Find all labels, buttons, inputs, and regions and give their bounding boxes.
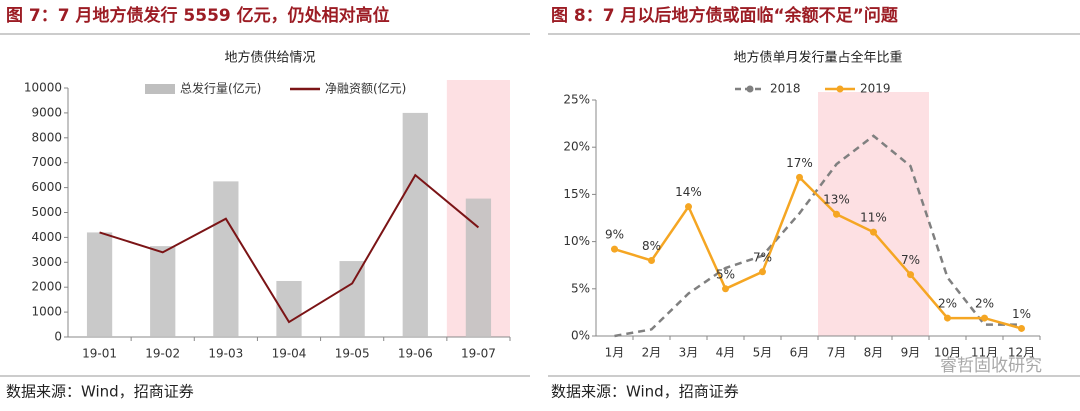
y-tick-label: 5000: [31, 205, 62, 219]
x-tick-label: 19-05: [335, 347, 370, 361]
x-tick-label: 10月: [934, 346, 961, 360]
figure-title: 图 8：7 月以后地方债或面临“余额不足”问题: [551, 5, 899, 26]
bar: [339, 261, 365, 337]
value-label: 13%: [823, 193, 850, 207]
value-label: 2%: [938, 297, 957, 311]
y-tick-label: 15%: [563, 187, 590, 201]
bar: [213, 181, 239, 337]
y-tick-label: 25%: [563, 93, 590, 107]
marker: [796, 173, 803, 181]
value-label: 7%: [753, 250, 772, 264]
legend-swatch: [145, 84, 175, 94]
marker: [981, 314, 988, 322]
marker: [759, 268, 766, 276]
value-label: 17%: [786, 156, 813, 170]
x-tick-label: 19-04: [272, 347, 307, 361]
x-tick-label: 19-03: [208, 347, 243, 361]
y-tick-label: 0%: [571, 329, 590, 343]
value-label: 14%: [675, 185, 702, 199]
x-tick-label: 8月: [864, 346, 884, 360]
chart-title: 地方债单月发行量占全年比重: [733, 50, 902, 66]
source: 数据来源：Wind，招商证券: [6, 383, 194, 401]
x-tick-label: 4月: [716, 346, 736, 360]
marker: [944, 314, 951, 322]
x-tick-label: 19-07: [461, 347, 496, 361]
legend-label: 净融资额(亿元): [325, 81, 406, 96]
value-label: 1%: [1012, 307, 1031, 321]
y-tick-label: 0: [54, 330, 62, 344]
x-tick-label: 19-01: [82, 347, 117, 361]
x-tick-label: 6月: [790, 346, 810, 360]
x-tick-label: 2月: [642, 346, 662, 360]
y-tick-label: 2000: [31, 280, 62, 294]
legend-marker: [746, 85, 754, 93]
x-tick-label: 19-06: [398, 347, 433, 361]
marker: [870, 228, 877, 236]
y-tick-label: 5%: [571, 281, 590, 295]
y-tick-label: 10000: [24, 81, 62, 95]
y-tick-label: 4000: [31, 230, 62, 244]
line: [614, 175, 1022, 330]
marker: [907, 271, 914, 279]
x-tick-label: 5月: [753, 346, 773, 360]
y-tick-label: 20%: [563, 140, 590, 154]
legend-label: 2018: [770, 82, 801, 96]
y-tick-label: 6000: [31, 180, 62, 194]
value-label: 5%: [716, 267, 735, 281]
legend-label: 总发行量(亿元): [180, 81, 261, 96]
bar: [150, 246, 176, 337]
value-label: 11%: [860, 211, 887, 225]
value-label: 2%: [975, 297, 994, 311]
value-label: 8%: [642, 239, 661, 253]
bar: [86, 232, 113, 337]
x-tick-label: 12月: [1008, 346, 1035, 360]
watermark: 睿哲固收研究: [940, 356, 1042, 376]
marker: [611, 245, 618, 253]
marker: [648, 256, 655, 264]
source: 数据来源：Wind，招商证券: [551, 383, 739, 401]
figure-title: 图 7：7 月地方债发行 5559 亿元，仍处相对高位: [6, 5, 390, 26]
x-tick-label: 1月: [605, 346, 625, 360]
x-tick-label: 7月: [827, 346, 847, 360]
y-tick-label: 7000: [31, 155, 62, 169]
line: [99, 173, 480, 324]
chart-title: 地方债供给情况: [224, 50, 315, 66]
legend-marker: [836, 85, 844, 93]
y-tick-label: 3000: [31, 255, 62, 269]
legend-label: 2019: [860, 82, 891, 96]
x-tick-label: 9月: [901, 346, 921, 360]
value-label: 9%: [605, 228, 624, 242]
marker: [722, 285, 729, 293]
x-tick-label: 11月: [971, 346, 998, 360]
x-tick-label: 3月: [679, 346, 699, 360]
marker: [685, 203, 692, 211]
value-label: 7%: [901, 253, 920, 267]
y-tick-label: 9000: [31, 105, 62, 119]
y-tick-label: 8000: [31, 130, 62, 144]
bar: [402, 112, 428, 338]
y-tick-label: 1000: [31, 305, 62, 319]
marker: [1018, 324, 1025, 332]
marker: [833, 210, 840, 218]
x-tick-label: 19-02: [145, 347, 180, 361]
y-tick-label: 10%: [563, 234, 590, 248]
